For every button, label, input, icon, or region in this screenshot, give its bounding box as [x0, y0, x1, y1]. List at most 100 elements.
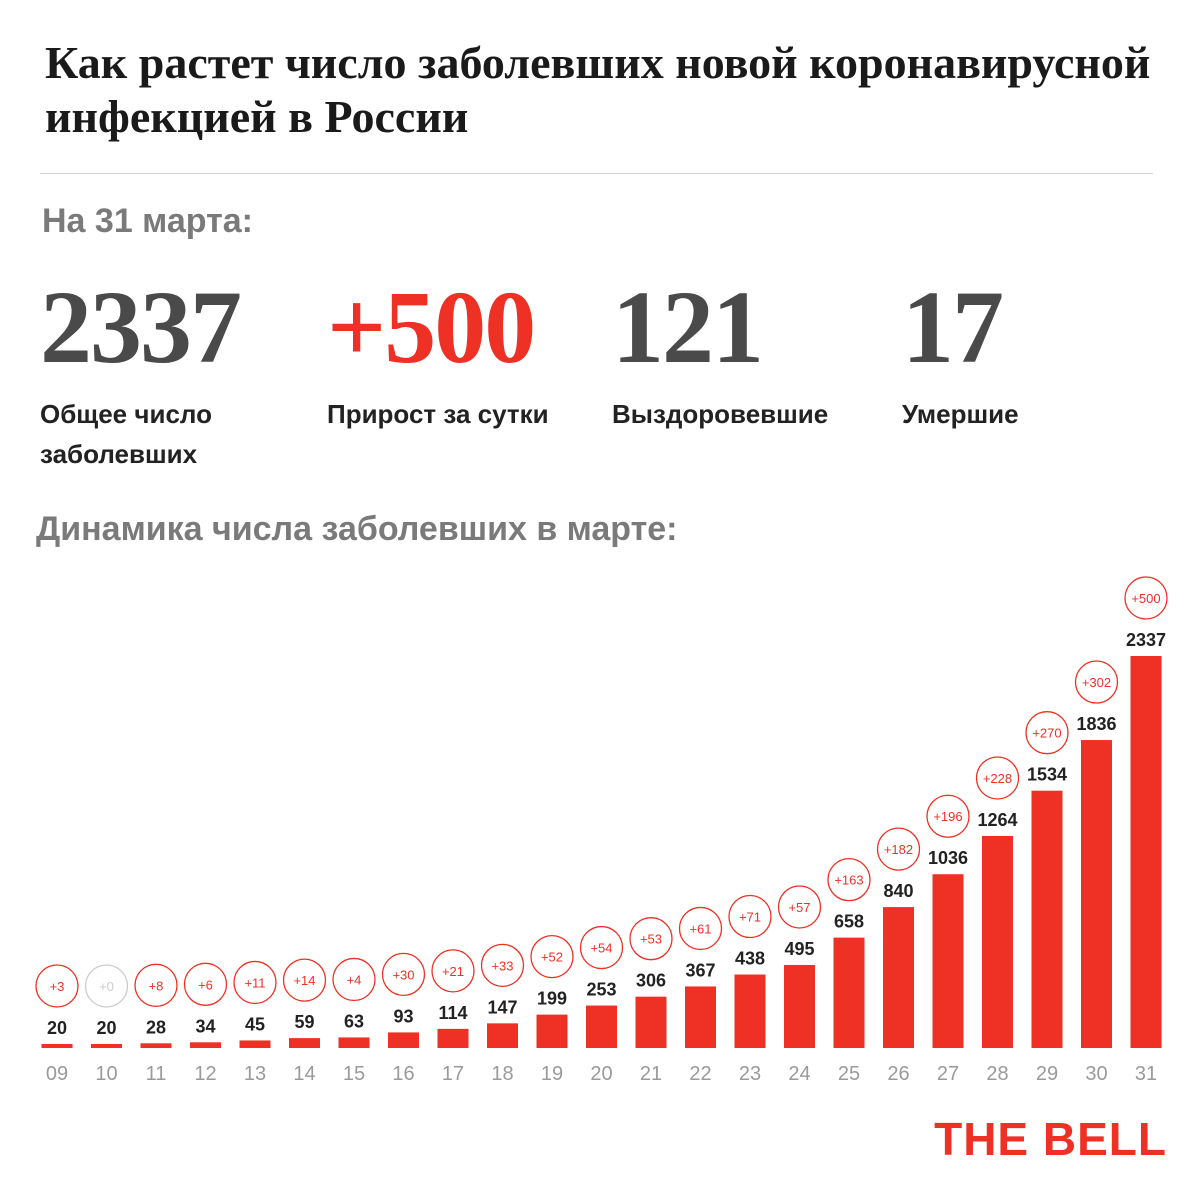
increment-badge-12: [183, 962, 228, 1006]
value-label-10: 20: [96, 1018, 116, 1038]
bar-16: [388, 1032, 419, 1048]
value-label-26: 840: [883, 881, 913, 901]
increment-badge-14: [282, 958, 327, 1002]
stat-total: 2337 Общее число заболевших: [40, 276, 260, 474]
value-label-30: 1836: [1076, 714, 1116, 734]
stat-total-value: 2337: [40, 270, 242, 385]
increment-badge-09: [35, 964, 79, 1008]
increment-label-31: +500: [1131, 591, 1160, 606]
increment-label-13: +11: [244, 975, 265, 990]
x-tick-17: 17: [442, 1063, 464, 1085]
increment-label-30: +302: [1082, 675, 1111, 690]
increment-label-27: +196: [933, 809, 962, 824]
bar-09: [41, 1044, 73, 1048]
increment-badge-29: [1025, 711, 1069, 755]
value-label-14: 59: [294, 1012, 314, 1032]
value-label-25: 658: [834, 912, 864, 932]
x-tick-30: 30: [1085, 1063, 1107, 1085]
x-tick-31: 31: [1135, 1063, 1157, 1085]
increment-badge-15: [332, 957, 376, 1002]
increment-badge-24: [777, 885, 822, 929]
increment-label-10: +0: [99, 979, 114, 994]
x-tick-27: 27: [937, 1063, 959, 1085]
value-label-29: 1534: [1027, 765, 1067, 785]
increment-badge-16: [381, 952, 426, 997]
increment-badge-19: [530, 934, 574, 979]
bar-23: [734, 974, 766, 1048]
bar-24: [784, 964, 815, 1048]
bar-20: [586, 1005, 617, 1048]
increment-label-09: +3: [50, 979, 65, 994]
increment-badge-18: [480, 943, 525, 987]
x-tick-18: 18: [491, 1063, 513, 1085]
stat-daily: +500 Прирост за сутки: [327, 276, 549, 434]
x-tick-29: 29: [1036, 1063, 1058, 1085]
increment-label-23: +71: [739, 910, 761, 925]
bar-27: [932, 874, 964, 1048]
increment-badge-30: [1074, 660, 1119, 704]
value-label-22: 367: [685, 960, 715, 980]
bar-29: [1031, 790, 1063, 1048]
increment-badge-13: [233, 960, 277, 1005]
bar-21: [635, 996, 667, 1048]
x-tick-25: 25: [838, 1063, 860, 1085]
increment-badge-23: [728, 894, 772, 939]
bar-25: [833, 937, 865, 1048]
x-tick-23: 23: [739, 1063, 761, 1085]
title-divider: [40, 173, 1153, 174]
increment-label-14: +14: [293, 973, 315, 988]
increment-label-12: +6: [198, 977, 213, 992]
increment-badge-22: [678, 906, 723, 951]
increment-badge-20: [579, 925, 624, 970]
value-label-28: 1264: [977, 810, 1017, 830]
increment-label-17: +21: [442, 964, 464, 979]
x-tick-24: 24: [788, 1063, 810, 1085]
value-label-17: 114: [438, 1003, 467, 1023]
x-tick-16: 16: [392, 1063, 414, 1085]
stat-recovered-label: Выздоровевшие: [612, 399, 829, 429]
bar-15: [338, 1037, 370, 1048]
value-label-23: 438: [735, 949, 765, 969]
x-tick-20: 20: [590, 1063, 612, 1085]
value-label-31: 2337: [1126, 630, 1166, 650]
stat-daily-value: +500: [327, 270, 536, 385]
bar-12: [190, 1042, 221, 1048]
increment-label-18: +33: [491, 958, 513, 973]
x-tick-09: 09: [46, 1063, 68, 1085]
bar-13: [239, 1040, 271, 1048]
brand-logo: THE BELL: [934, 1113, 1167, 1165]
value-label-13: 45: [245, 1014, 265, 1034]
bar-18: [487, 1023, 518, 1048]
x-tick-26: 26: [887, 1063, 909, 1085]
page-title: Как растет число заболевших новой корона…: [45, 37, 1151, 142]
bar-26: [883, 907, 914, 1048]
value-label-19: 199: [537, 989, 567, 1009]
increment-label-16: +30: [392, 967, 414, 982]
increment-label-25: +163: [834, 873, 863, 888]
bar-19: [536, 1014, 568, 1048]
stat-total-label: Общее число заболевших: [40, 399, 212, 469]
increment-badge-26: [876, 827, 921, 871]
increment-label-21: +53: [640, 932, 662, 947]
bar-31: [1130, 656, 1162, 1048]
stat-recovered: 121 Выздоровевшие: [612, 276, 828, 434]
increment-label-26: +182: [884, 842, 913, 857]
increment-badge-27: [926, 794, 970, 838]
increment-label-29: +270: [1032, 726, 1061, 741]
x-tick-13: 13: [244, 1063, 266, 1085]
x-tick-21: 21: [640, 1063, 662, 1085]
value-label-16: 93: [393, 1006, 413, 1026]
bar-11: [140, 1043, 172, 1048]
increment-badge-25: [827, 857, 871, 902]
value-label-09: 20: [47, 1018, 67, 1038]
increment-badge-17: [431, 949, 475, 993]
increment-label-28: +228: [983, 771, 1012, 786]
value-label-15: 63: [344, 1011, 364, 1031]
value-label-24: 495: [784, 939, 814, 959]
bar-17: [437, 1028, 469, 1048]
value-label-11: 28: [146, 1017, 166, 1037]
value-label-18: 147: [487, 997, 517, 1017]
increment-badge-28: [975, 756, 1020, 800]
value-label-12: 34: [195, 1016, 215, 1036]
